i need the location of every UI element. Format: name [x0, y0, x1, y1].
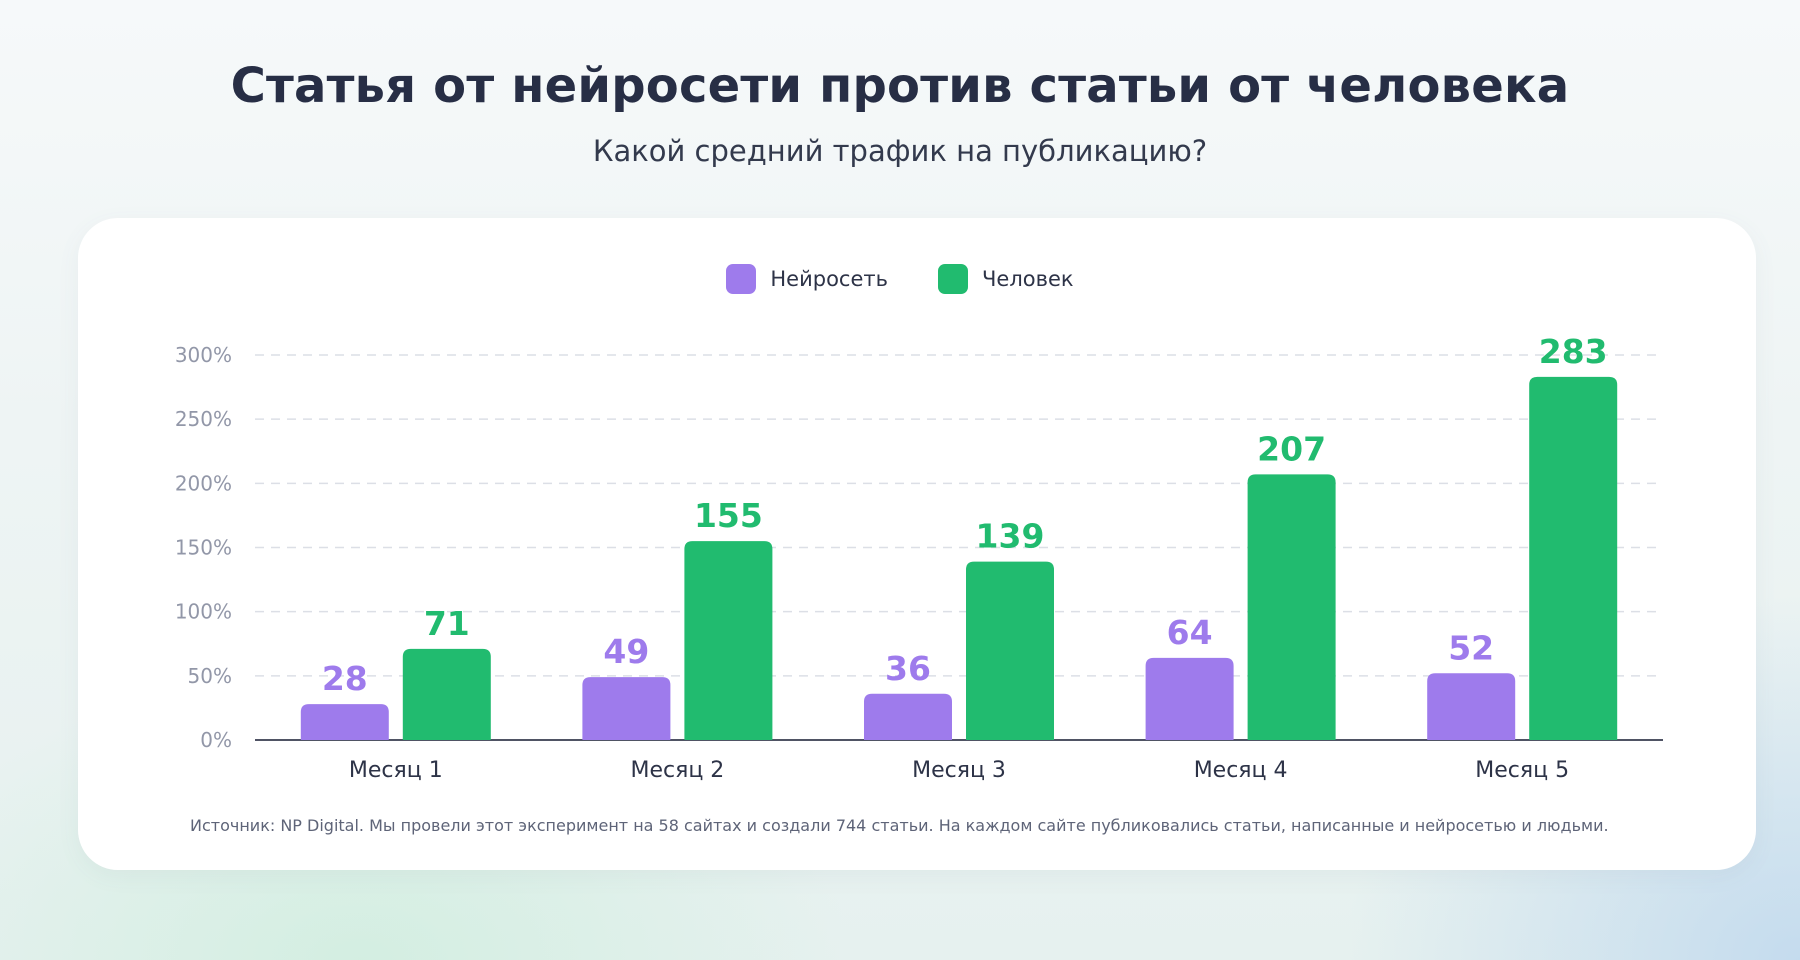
source-note: Источник: NP Digital. Мы провели этот эк…	[190, 816, 1609, 835]
bar	[684, 541, 773, 740]
data-label: 207	[1257, 429, 1326, 468]
legend-item-human: Человек	[938, 264, 1074, 294]
legend-label-human: Человек	[982, 267, 1074, 291]
bar	[1529, 376, 1618, 740]
data-label: 64	[1167, 613, 1213, 652]
chart-card	[78, 218, 1756, 870]
data-label: 28	[322, 659, 368, 698]
data-label: 36	[885, 649, 931, 688]
data-label: 283	[1539, 332, 1608, 371]
data-label: 71	[424, 604, 470, 643]
bar	[1427, 673, 1516, 740]
data-label: 139	[976, 517, 1045, 556]
x-tick-label: Месяц 3	[912, 758, 1006, 783]
bar	[300, 704, 389, 740]
y-tick-label: 0%	[200, 728, 232, 752]
legend-swatch-ai	[726, 264, 757, 294]
y-tick-label: 150%	[175, 536, 232, 560]
y-tick-label: 100%	[175, 600, 232, 624]
y-tick-label: 250%	[175, 407, 232, 431]
legend-label-ai: Нейросеть	[770, 267, 889, 291]
bar	[1145, 657, 1234, 740]
bar	[582, 677, 671, 740]
chart-title: Статья от нейросети против статьи от чел…	[230, 58, 1570, 114]
y-tick-label: 300%	[175, 343, 232, 367]
data-label: 52	[1448, 628, 1494, 667]
bar	[1247, 474, 1336, 740]
data-label: 49	[603, 632, 649, 671]
bar	[864, 693, 952, 740]
chart-legend: Нейросеть Человек	[0, 264, 1800, 294]
legend-item-ai: Нейросеть	[726, 264, 888, 294]
bar	[402, 648, 491, 740]
x-tick-label: Месяц 5	[1475, 758, 1569, 783]
x-tick-label: Месяц 2	[630, 758, 724, 783]
chart-subtitle: Какой средний трафик на публикацию?	[592, 134, 1208, 168]
data-label: 155	[694, 496, 763, 535]
bar	[966, 561, 1054, 740]
x-tick-label: Месяц 1	[349, 758, 443, 783]
y-tick-label: 200%	[175, 471, 232, 495]
x-tick-label: Месяц 4	[1194, 758, 1288, 783]
legend-swatch-human	[938, 264, 969, 294]
y-tick-label: 50%	[188, 664, 232, 688]
